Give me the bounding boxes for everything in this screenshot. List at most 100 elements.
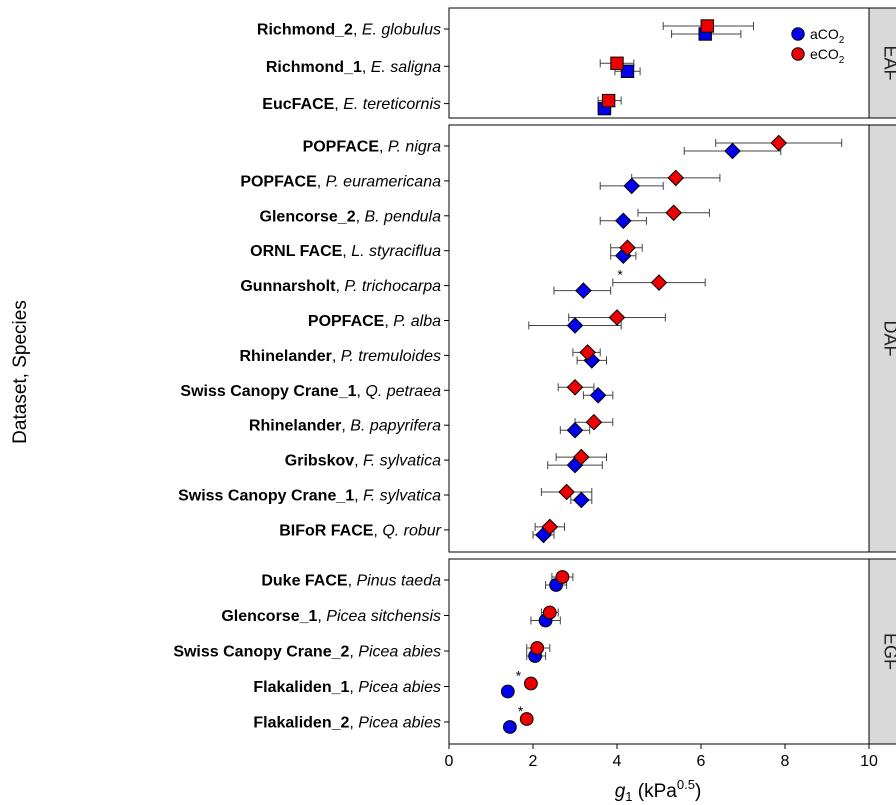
row-label: Swiss Canopy Crane_1, Q. petraea (180, 383, 441, 400)
row-label-species: F. sylvatica (363, 488, 441, 505)
x-tick-label: 8 (781, 753, 790, 770)
point-eco2 (665, 204, 683, 222)
row-label-dataset: POPFACE (303, 139, 380, 156)
point-eco2 (530, 641, 545, 655)
row-label-separator: , (317, 608, 326, 625)
row-label: Duke FACE, Pinus taeda (261, 573, 441, 590)
panel-frame (448, 558, 870, 745)
row: POPFACE, P. nigra (303, 134, 843, 160)
row: Duke FACE, Pinus taeda (261, 570, 574, 592)
panel-strip (868, 7, 896, 119)
point-eco2 (700, 19, 714, 33)
row: POPFACE, P. alba (308, 309, 666, 334)
point-aco2 (566, 421, 584, 439)
row-label-separator: , (334, 96, 343, 113)
row-label-species: F. sylvatica (363, 453, 441, 470)
row-label: Rhinelander, B. papyrifera (249, 418, 441, 435)
legend-swatch (791, 27, 805, 41)
legend-swatch (791, 47, 805, 61)
row-label-separator: , (332, 348, 341, 365)
point-aco2 (566, 317, 584, 334)
row: Swiss Canopy Crane_2, Picea abies (173, 641, 551, 663)
row: Swiss Canopy Crane_1, Q. petraea (180, 378, 614, 404)
row-label-dataset: BIFoR FACE (279, 522, 374, 539)
point-eco2 (619, 239, 636, 257)
row-label-species: Picea abies (358, 644, 441, 661)
point-eco2 (608, 309, 626, 326)
row-label-separator: , (317, 173, 326, 190)
point-eco2 (555, 570, 570, 584)
point-eco2 (610, 56, 624, 70)
row: Flakaliden_2, Picea abies * (253, 703, 534, 734)
row-label-dataset: Richmond_1 (266, 59, 362, 76)
row-label-species: P. trichocarpa (344, 278, 441, 295)
row-label-dataset: Swiss Canopy Crane_2 (173, 644, 349, 661)
row-label: Glencorse_2, B. pendula (260, 208, 442, 225)
point-eco2 (572, 448, 590, 466)
row-label-species: P. nigra (388, 139, 441, 156)
panel-eaf: EAF Richmond_2, E. globulus Richmond_1, E.… (257, 7, 896, 119)
row-label-separator: , (362, 59, 371, 76)
row-label-species: B. pendula (364, 208, 441, 225)
point-eco2 (541, 518, 559, 536)
row-label-dataset: Rhinelander (239, 348, 331, 365)
row-label-species: P. euramericana (326, 173, 441, 190)
point-eco2 (519, 712, 534, 726)
row: Richmond_1, E. saligna (266, 56, 641, 78)
panel-strip (868, 124, 896, 553)
row: Richmond_2, E. globulus (257, 19, 754, 41)
x-tick-label: 4 (613, 753, 622, 770)
x-axis: 0 2 4 6 8 10 (445, 744, 878, 770)
row-label-dataset: Rhinelander (249, 418, 341, 435)
point-eco2 (566, 378, 584, 396)
row-label-dataset: EucFACE (262, 96, 334, 113)
row-label-species: B. papyrifera (350, 418, 441, 435)
row-label-separator: , (354, 453, 363, 470)
row-label: Flakaliden_2, Picea abies (253, 715, 441, 732)
row-label-separator: , (341, 418, 350, 435)
row-label: POPFACE, P. alba (308, 313, 441, 330)
y-axis-title: Dataset, Species (10, 300, 31, 444)
point-eco2 (585, 413, 603, 431)
legend-label-text: aCO (810, 26, 839, 42)
x-axis-title-unit: (kPa (633, 781, 678, 802)
x-axis-title-subscript: 1 (625, 789, 632, 804)
row-label: Flakaliden_1, Picea abies (253, 679, 441, 696)
panel-frame (448, 124, 870, 553)
row-label: BIFoR FACE, Q. robur (279, 522, 441, 539)
row: Rhinelander, B. papyrifera (249, 413, 614, 439)
row: Glencorse_1, Picea sitchensis (221, 605, 561, 628)
significance-star: * (617, 267, 623, 283)
point-eco2 (524, 676, 538, 691)
row-label-dataset: Glencorse_1 (221, 608, 317, 625)
panel-strip (868, 558, 896, 745)
row-label: Richmond_1, E. saligna (266, 59, 441, 76)
point-aco2 (575, 282, 592, 299)
row-label-separator: , (342, 243, 351, 260)
row-label-species: L. styraciflua (351, 243, 441, 260)
point-eco2 (601, 93, 616, 108)
row-label-species: Picea abies (358, 679, 441, 696)
row-label-dataset: Swiss Canopy Crane_1 (178, 488, 354, 505)
x-axis-title-symbol: g (615, 781, 626, 802)
row: Swiss Canopy Crane_1, F. sylvatica (178, 483, 593, 509)
row-label-separator: , (357, 383, 366, 400)
legend-entry-e: eCO2 (791, 46, 845, 66)
row: Flakaliden_1, Picea abies * (253, 668, 538, 699)
point-aco2 (620, 64, 635, 78)
point-eco2 (579, 344, 596, 361)
row-label-separator: , (353, 22, 362, 39)
panel-egf: EGF Duke FACE, Pinus taeda Glencorse_1, Pi… (173, 558, 896, 745)
row: BIFoR FACE, Q. robur (279, 518, 565, 544)
row-label-separator: , (348, 573, 357, 590)
significance-star: * (518, 703, 524, 719)
row-label-separator: , (349, 715, 358, 732)
row-label-dataset: Swiss Canopy Crane_1 (180, 383, 356, 400)
row-label: Richmond_2, E. globulus (257, 22, 441, 39)
point-eco2 (770, 134, 788, 152)
point-aco2 (572, 491, 590, 509)
point-eco2 (650, 274, 668, 291)
row-label-species: Q. robur (382, 522, 441, 539)
panel-frame (448, 7, 870, 119)
